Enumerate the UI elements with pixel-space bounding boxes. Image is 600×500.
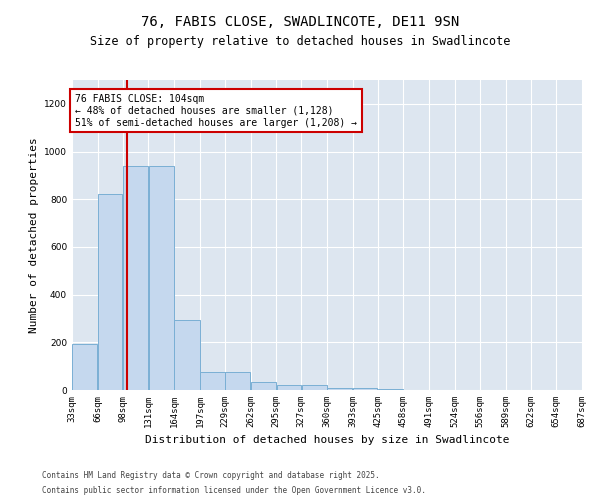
Bar: [353, 388, 377, 390]
Bar: [72, 344, 97, 390]
Bar: [98, 194, 122, 390]
Text: 76 FABIS CLOSE: 104sqm
← 48% of detached houses are smaller (1,128)
51% of semi-: 76 FABIS CLOSE: 104sqm ← 48% of detached…: [75, 94, 357, 128]
Text: Contains public sector information licensed under the Open Government Licence v3: Contains public sector information licen…: [42, 486, 426, 495]
Bar: [277, 385, 301, 390]
Y-axis label: Number of detached properties: Number of detached properties: [29, 137, 38, 333]
Bar: [251, 382, 276, 390]
Bar: [175, 320, 200, 390]
Text: Contains HM Land Registry data © Crown copyright and database right 2025.: Contains HM Land Registry data © Crown c…: [42, 471, 380, 480]
Bar: [378, 389, 403, 390]
Bar: [327, 388, 352, 390]
Bar: [200, 372, 224, 390]
Bar: [225, 372, 250, 390]
Bar: [302, 385, 327, 390]
Bar: [123, 166, 148, 390]
Text: Size of property relative to detached houses in Swadlincote: Size of property relative to detached ho…: [90, 35, 510, 48]
Bar: [149, 166, 174, 390]
Text: 76, FABIS CLOSE, SWADLINCOTE, DE11 9SN: 76, FABIS CLOSE, SWADLINCOTE, DE11 9SN: [141, 15, 459, 29]
X-axis label: Distribution of detached houses by size in Swadlincote: Distribution of detached houses by size …: [145, 436, 509, 446]
